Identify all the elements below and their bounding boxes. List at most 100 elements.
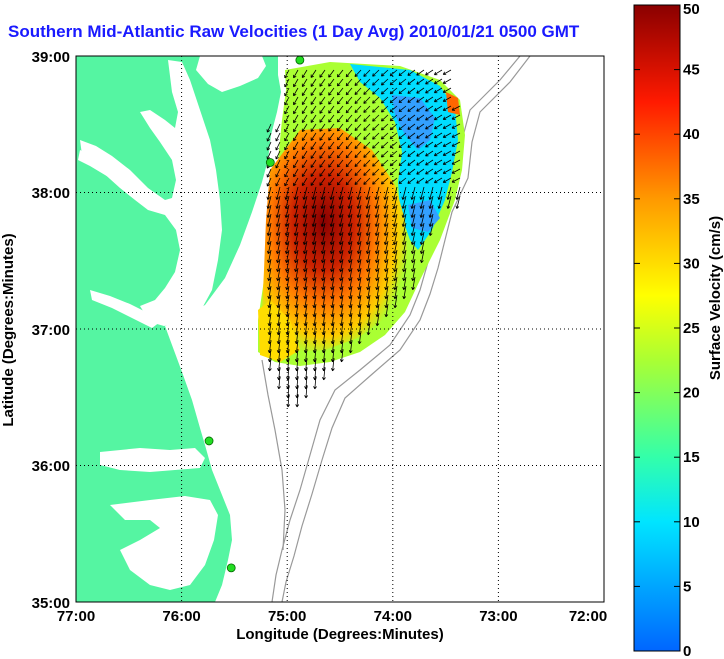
velocity-arrow <box>320 231 326 245</box>
velocity-arrow <box>304 384 309 399</box>
velocity-arrow <box>411 258 416 273</box>
velocity-arrow <box>328 114 335 123</box>
velocity-arrow <box>365 195 371 209</box>
velocity-arrow <box>380 141 389 149</box>
velocity-arrow <box>389 87 398 95</box>
velocity-arrow <box>372 168 380 176</box>
velocity-arrow <box>329 195 335 209</box>
velocity-arrow <box>302 213 308 227</box>
velocity-arrow <box>275 204 281 218</box>
velocity-arrow <box>345 96 353 105</box>
velocity-arrow <box>328 141 335 150</box>
velocity-arrow <box>328 105 335 114</box>
velocity-arrow <box>402 258 407 273</box>
velocity-arrow <box>284 159 290 169</box>
velocity-arrow <box>411 249 416 264</box>
velocity-arrow <box>442 159 452 165</box>
colorbar-tick-label: 25 <box>683 320 700 337</box>
velocity-arrow <box>266 132 272 142</box>
velocity-arrow <box>401 231 407 245</box>
velocity-arrow <box>425 114 434 121</box>
velocity-arrow <box>416 123 425 130</box>
x-axis-ticks: 77:00 76:00 75:00 74:00 73:00 72:00 <box>57 608 607 625</box>
velocity-arrow <box>310 87 317 96</box>
velocity-arrow <box>338 231 344 245</box>
velocity-arrow <box>398 78 407 86</box>
velocity-arrow <box>301 78 308 88</box>
colorbar-tick-label: 15 <box>683 449 700 466</box>
velocity-arrow <box>328 69 335 78</box>
velocity-arrow <box>310 132 317 141</box>
velocity-arrow <box>320 222 326 236</box>
velocity-arrow <box>402 249 407 264</box>
velocity-arrow <box>336 114 344 123</box>
velocity-arrow <box>401 222 407 236</box>
delaware-bay <box>196 56 266 92</box>
velocity-arrow <box>363 123 371 131</box>
velocity-arrow <box>338 240 344 254</box>
velocity-arrow <box>328 159 335 168</box>
velocity-arrow <box>284 114 290 124</box>
velocity-arrow <box>293 168 299 178</box>
velocity-arrow <box>336 141 344 150</box>
velocity-arrow <box>407 78 416 85</box>
velocity-arrow <box>416 87 425 94</box>
velocity-arrow <box>425 150 434 157</box>
velocity-arrow <box>319 105 326 114</box>
velocity-arrow <box>365 204 371 218</box>
velocity-arrow <box>392 195 398 209</box>
colorbar-tick-label: 45 <box>683 62 700 79</box>
velocity-arrow <box>348 339 353 354</box>
velocity-arrow <box>336 168 344 177</box>
velocity-arrow <box>284 123 290 133</box>
velocity-arrow <box>357 330 362 345</box>
velocity-arrow <box>339 348 344 363</box>
james-river <box>90 290 160 328</box>
velocity-arrow <box>356 186 362 200</box>
velocity-arrow <box>416 105 425 112</box>
velocity-arrow <box>407 96 416 103</box>
colorbar-tick-label: 10 <box>683 514 700 531</box>
velocity-arrow <box>398 159 407 167</box>
velocity-arrow <box>267 357 272 372</box>
velocity-arrow <box>375 258 380 273</box>
velocity-arrow <box>407 141 416 148</box>
velocity-arrow <box>389 69 398 77</box>
velocity-arrow <box>301 105 308 115</box>
velocity-arrow <box>419 195 425 209</box>
velocity-arrow <box>275 213 281 227</box>
velocity-arrow <box>293 105 299 115</box>
velocity-arrow <box>372 150 380 158</box>
velocity-arrow <box>398 87 407 95</box>
velocity-arrow <box>284 150 290 160</box>
x-tick-label: 72:00 <box>569 608 607 625</box>
velocity-arrow <box>433 114 443 121</box>
velocity-arrow <box>401 240 407 254</box>
radar-stations <box>204 56 305 573</box>
velocity-arrow <box>275 150 281 160</box>
velocity-arrow <box>410 186 416 200</box>
velocity-arrow <box>410 231 416 245</box>
velocity-arrow <box>416 69 425 76</box>
velocity-arrow <box>303 249 308 264</box>
velocity-arrow <box>266 168 272 178</box>
velocity-arrow <box>336 105 344 114</box>
velocity-arrow <box>425 132 434 139</box>
velocity-arrow <box>347 231 353 245</box>
velocity-arrow <box>383 213 389 227</box>
velocity-arrow <box>363 159 371 167</box>
velocity-arrow <box>293 204 299 218</box>
velocity-arrow <box>328 123 335 132</box>
velocity-arrow <box>275 132 281 142</box>
velocity-arrow <box>266 123 272 133</box>
velocity-arrow <box>380 159 389 167</box>
velocity-arrow <box>319 78 326 87</box>
colorbar-tick-label: 5 <box>683 578 691 595</box>
velocity-arrow <box>347 204 353 218</box>
velocity-arrow <box>311 222 317 236</box>
velocity-arrow <box>312 249 317 264</box>
velocity-arrow <box>329 240 335 254</box>
velocity-arrow <box>266 231 272 245</box>
velocity-arrow <box>384 258 389 273</box>
velocity-arrow <box>401 204 407 218</box>
